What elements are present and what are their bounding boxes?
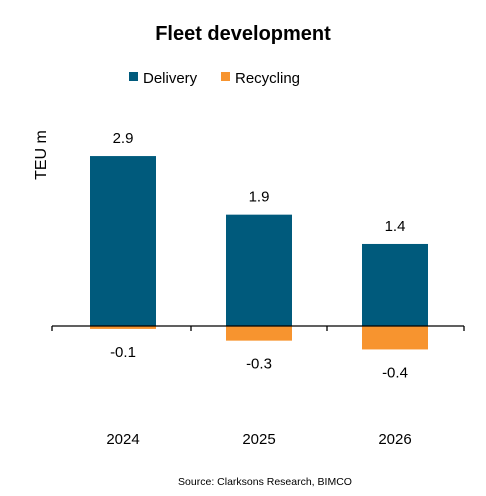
x-tick-label-2024: 2024 bbox=[106, 431, 139, 448]
legend-label-delivery: Delivery bbox=[143, 70, 198, 87]
data-label-delivery-2026: 1.4 bbox=[385, 218, 406, 235]
legend-swatch-delivery bbox=[129, 72, 138, 81]
legend-swatch-recycling bbox=[221, 72, 230, 81]
bar-recycling-2026 bbox=[362, 326, 428, 350]
chart-title: Fleet development bbox=[155, 23, 331, 45]
y-axis-title: TEU m bbox=[33, 130, 50, 180]
bar-delivery-2025 bbox=[226, 214, 292, 326]
legend: Delivery Recycling bbox=[129, 70, 300, 87]
plot-area: 2.9 -0.1 1.9 -0.3 1.4 -0.4 bbox=[90, 130, 428, 381]
source-note: Source: Clarksons Research, BIMCO bbox=[178, 476, 352, 488]
data-label-recycling-2025: -0.3 bbox=[246, 356, 272, 373]
data-label-recycling-2026: -0.4 bbox=[382, 364, 408, 381]
data-label-delivery-2024: 2.9 bbox=[113, 130, 134, 147]
x-tick-label-2025: 2025 bbox=[242, 431, 275, 448]
legend-label-recycling: Recycling bbox=[235, 70, 300, 87]
data-label-delivery-2025: 1.9 bbox=[249, 189, 270, 206]
x-axis-ticks bbox=[51, 326, 465, 331]
bar-delivery-2026 bbox=[362, 243, 428, 326]
bar-delivery-2024 bbox=[90, 156, 156, 326]
bar-recycling-2024 bbox=[90, 326, 156, 329]
data-label-recycling-2024: -0.1 bbox=[110, 344, 136, 361]
x-tick-label-2026: 2026 bbox=[378, 431, 411, 448]
bar-recycling-2025 bbox=[226, 326, 292, 341]
x-axis-labels: 2024 2025 2026 bbox=[106, 431, 411, 448]
